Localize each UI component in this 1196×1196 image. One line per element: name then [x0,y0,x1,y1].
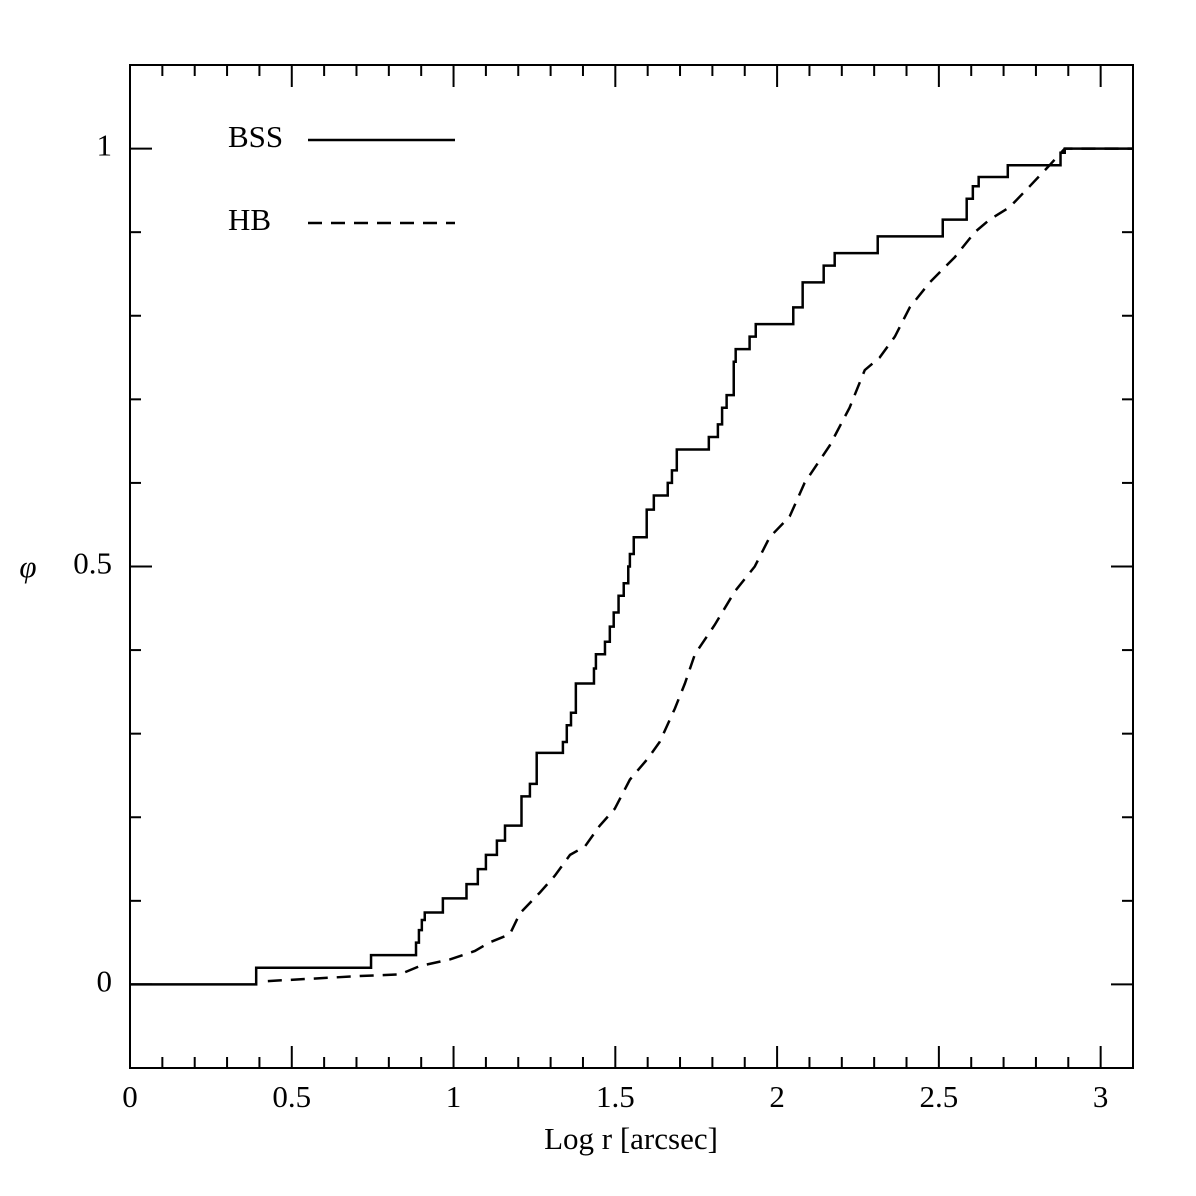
x-tick-label: 0 [122,1079,138,1114]
series-line [130,147,1133,986]
y-axis-label: φ [19,549,36,584]
series-line [267,147,1133,983]
x-tick-label: 1 [446,1079,462,1114]
x-tick-label: 0.5 [272,1079,311,1114]
x-axis-label: Log r [arcsec] [544,1121,718,1156]
legend-label: BSS [228,119,283,154]
x-tick-label: 1.5 [596,1079,635,1114]
y-tick-label: 1 [97,128,113,163]
x-tick-label: 2 [769,1079,785,1114]
x-tick-label: 3 [1093,1079,1109,1114]
y-tick-label: 0 [97,964,113,999]
legend-label: HB [228,202,271,237]
plot-frame [129,64,1134,1069]
y-tick-label: 0.5 [73,546,112,581]
x-tick-label: 2.5 [919,1079,958,1114]
